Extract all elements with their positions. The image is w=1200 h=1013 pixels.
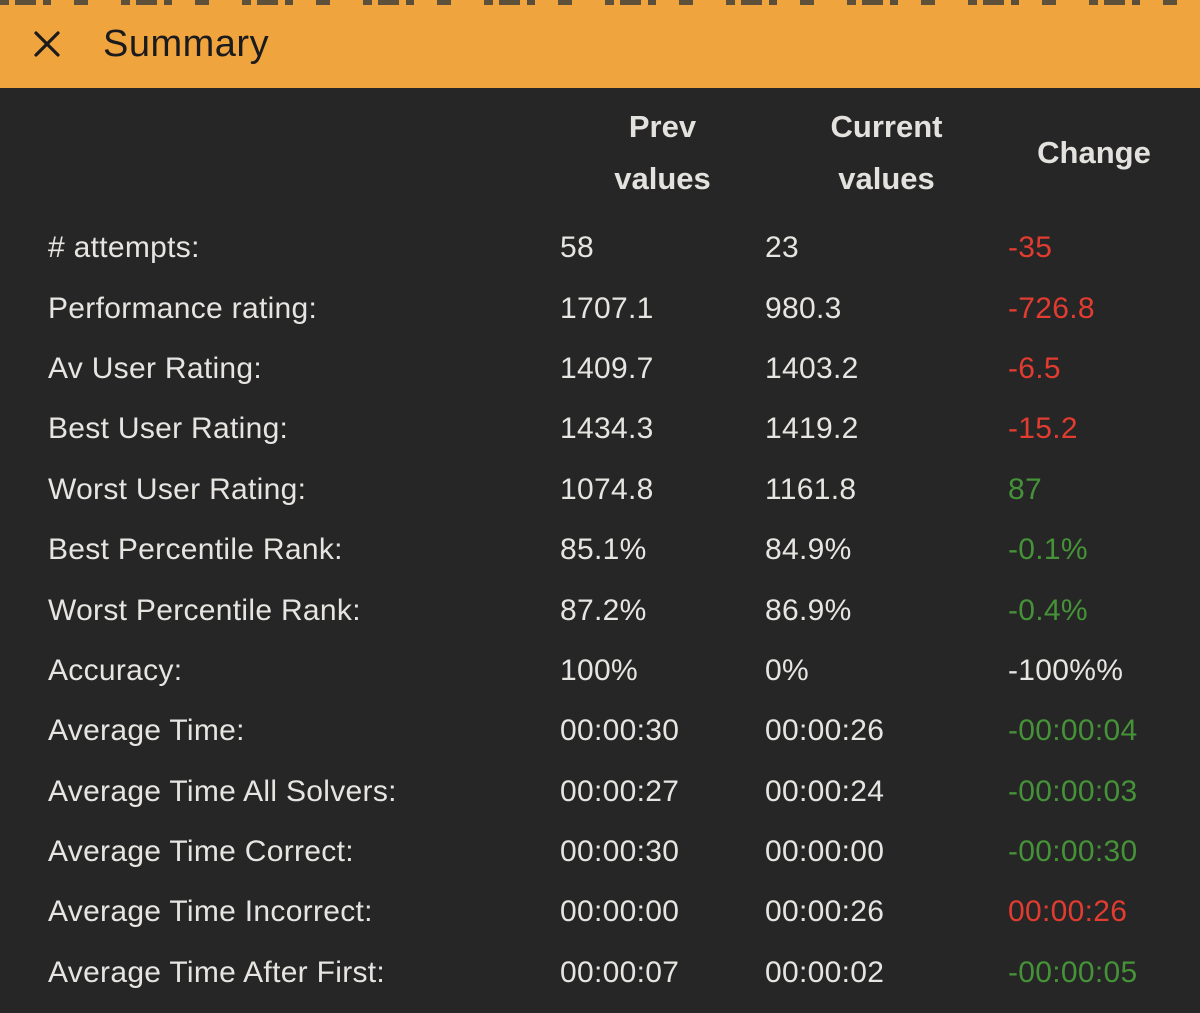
page-title: Summary	[103, 22, 270, 65]
row-label: Performance rating:	[48, 291, 318, 325]
prev-value: 85.1%	[560, 533, 647, 567]
table-header-row: Prev values Current values Change	[48, 88, 1180, 218]
summary-table: Prev values Current values Change # atte…	[0, 88, 1200, 1003]
change-value: -0.4%	[1008, 593, 1088, 627]
table-row: Average Time After First: 00:00:07 00:00…	[48, 943, 1180, 1003]
row-label: Average Time:	[48, 714, 245, 748]
current-value: 1419.2	[765, 412, 859, 446]
prev-value: 00:00:07	[560, 955, 680, 989]
table-row: # attempts: 58 23 -35	[48, 218, 1180, 278]
table-row: Performance rating: 1707.1 980.3 -726.8	[48, 278, 1180, 338]
prev-value: 1434.3	[560, 412, 654, 446]
prev-value: 87.2%	[560, 593, 647, 627]
current-value: 00:00:26	[765, 714, 885, 748]
table-row: Best Percentile Rank: 85.1% 84.9% -0.1%	[48, 520, 1180, 580]
column-header-current: Current values	[830, 109, 943, 196]
table-row: Worst User Rating: 1074.8 1161.8 87	[48, 460, 1180, 520]
current-value: 980.3	[765, 291, 842, 325]
table-row: Best User Rating: 1434.3 1419.2 -15.2	[48, 399, 1180, 459]
row-label: Average Time Incorrect:	[48, 895, 373, 929]
cropped-toolbar-remnant	[0, 0, 1200, 5]
change-value: 87	[1008, 472, 1042, 506]
current-value: 23	[765, 231, 799, 265]
current-value: 86.9%	[765, 593, 852, 627]
current-value: 1161.8	[765, 472, 857, 506]
table-row: Average Time Correct: 00:00:30 00:00:00 …	[48, 822, 1180, 882]
current-value: 1403.2	[765, 351, 859, 385]
current-value: 00:00:24	[765, 774, 885, 808]
prev-value: 58	[560, 231, 594, 265]
table-row: Worst Percentile Rank: 87.2% 86.9% -0.4%	[48, 580, 1180, 640]
prev-value: 1409.7	[560, 351, 654, 385]
row-label: Worst Percentile Rank:	[48, 593, 361, 627]
row-label: Average Time After First:	[48, 955, 386, 989]
row-label: Worst User Rating:	[48, 472, 307, 506]
current-value: 00:00:00	[765, 835, 885, 869]
row-label: Best User Rating:	[48, 412, 289, 446]
current-value: 00:00:26	[765, 895, 885, 929]
prev-value: 00:00:30	[560, 714, 680, 748]
change-value: -100%%	[1008, 653, 1124, 687]
prev-value: 1074.8	[560, 472, 654, 506]
prev-value: 100%	[560, 653, 638, 687]
change-value: -6.5	[1008, 351, 1061, 385]
row-label: Av User Rating:	[48, 351, 263, 385]
row-label: Best Percentile Rank:	[48, 533, 343, 567]
prev-value: 1707.1	[560, 291, 654, 325]
table-row: Accuracy: 100% 0% -100%%	[48, 641, 1180, 701]
column-header-prev: Prev values	[614, 109, 711, 196]
row-label: Accuracy:	[48, 653, 183, 687]
row-label: Average Time Correct:	[48, 835, 354, 869]
row-label: Average Time All Solvers:	[48, 774, 397, 808]
change-value: -0.1%	[1008, 533, 1088, 567]
table-row: Average Time All Solvers: 00:00:27 00:00…	[48, 762, 1180, 822]
title-bar: Summary	[0, 0, 1200, 88]
current-value: 0%	[765, 653, 809, 687]
change-value: 00:00:26	[1008, 895, 1128, 929]
change-value: -00:00:04	[1008, 714, 1138, 748]
change-value: -726.8	[1008, 291, 1095, 325]
close-button[interactable]	[25, 22, 69, 66]
change-value: -00:00:30	[1008, 835, 1138, 869]
row-label: # attempts:	[48, 231, 200, 265]
current-value: 00:00:02	[765, 955, 885, 989]
change-value: -15.2	[1008, 412, 1078, 446]
table-row: Av User Rating: 1409.7 1403.2 -6.5	[48, 339, 1180, 399]
column-header-change: Change	[1037, 135, 1151, 170]
change-value: -00:00:05	[1008, 955, 1138, 989]
table-row: Average Time Incorrect: 00:00:00 00:00:2…	[48, 882, 1180, 942]
prev-value: 00:00:27	[560, 774, 680, 808]
table-row: Average Time: 00:00:30 00:00:26 -00:00:0…	[48, 701, 1180, 761]
prev-value: 00:00:00	[560, 895, 680, 929]
close-icon	[31, 28, 63, 60]
change-value: -35	[1008, 231, 1053, 265]
change-value: -00:00:03	[1008, 774, 1138, 808]
prev-value: 00:00:30	[560, 835, 680, 869]
current-value: 84.9%	[765, 533, 852, 567]
